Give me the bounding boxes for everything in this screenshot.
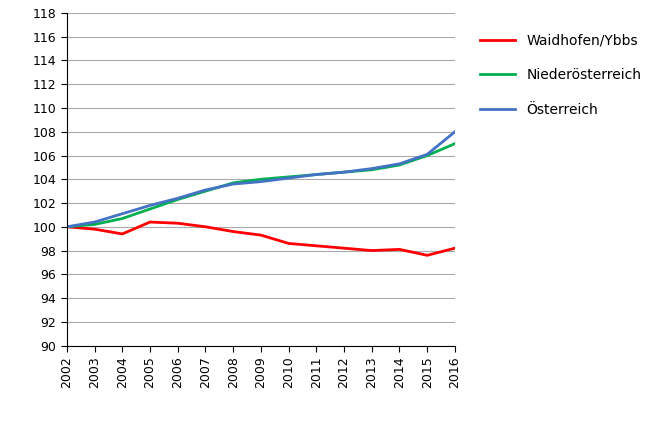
Legend: Waidhofen/Ybbs, Niederösterreich, Österreich: Waidhofen/Ybbs, Niederösterreich, Österr…	[474, 26, 648, 124]
